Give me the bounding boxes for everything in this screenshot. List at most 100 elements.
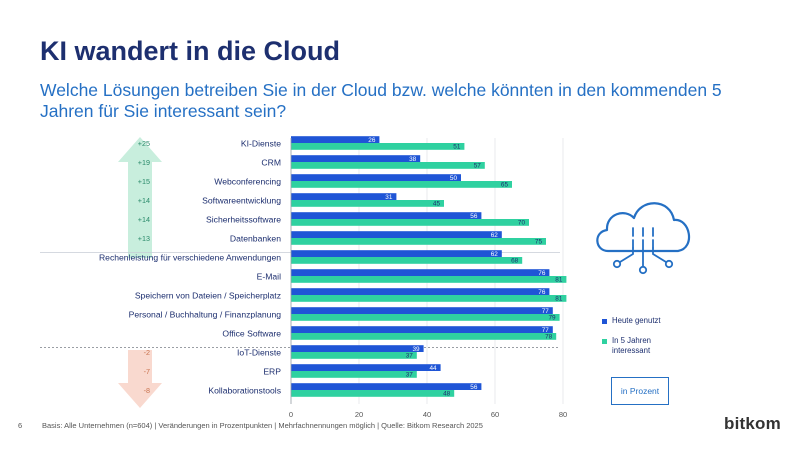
change-label: +13 xyxy=(138,234,150,243)
category-label: Softwareentwicklung xyxy=(202,196,281,206)
bar-future xyxy=(291,390,455,397)
x-tick-label: 60 xyxy=(491,410,499,419)
bar-future-value: 68 xyxy=(511,258,519,265)
category-label: Sicherheitssoftware xyxy=(206,215,281,225)
bar-future xyxy=(291,276,567,283)
bar-future-value: 37 xyxy=(406,353,414,360)
bar-today xyxy=(291,231,502,238)
bar-today-value: 39 xyxy=(412,346,420,353)
legend-label-today: Heute genutzt xyxy=(612,316,661,325)
bar-future-value: 81 xyxy=(555,296,563,303)
category-label: Webconferencing xyxy=(214,177,281,187)
bar-future-value: 78 xyxy=(545,334,553,341)
category-label: Datenbanken xyxy=(230,234,281,244)
change-label: -7 xyxy=(144,367,150,376)
change-label: +15 xyxy=(138,177,150,186)
category-label: Office Software xyxy=(222,329,281,339)
bar-today xyxy=(291,288,550,295)
bar-future xyxy=(291,314,560,321)
category-label: ERP xyxy=(263,367,281,377)
bar-future xyxy=(291,371,417,378)
source-note: Basis: Alle Unternehmen (n=604) | Veränd… xyxy=(42,421,483,430)
bar-future-value: 45 xyxy=(433,201,441,208)
bar-future xyxy=(291,200,444,207)
bar-today xyxy=(291,174,461,181)
bar-today-value: 38 xyxy=(409,156,417,163)
bar-future-value: 37 xyxy=(406,372,414,379)
category-label: Kollaborationstools xyxy=(208,386,281,396)
bar-today xyxy=(291,364,441,371)
change-label: +25 xyxy=(138,139,150,148)
bar-future xyxy=(291,333,557,340)
bar-today-value: 44 xyxy=(429,365,437,372)
category-label: IoT-Dienste xyxy=(237,348,281,358)
bar-future xyxy=(291,257,523,264)
x-tick-label: 20 xyxy=(355,410,363,419)
bar-future-value: 70 xyxy=(518,220,526,227)
bar-today xyxy=(291,326,553,333)
bar-today xyxy=(291,212,482,219)
x-tick-label: 40 xyxy=(423,410,431,419)
bar-future-value: 57 xyxy=(474,163,482,170)
bar-today-value: 31 xyxy=(385,194,393,201)
bar-future-value: 65 xyxy=(501,182,509,189)
bar-future-value: 51 xyxy=(453,144,461,151)
bar-future xyxy=(291,162,485,169)
legend-swatch-future xyxy=(602,339,607,344)
bar-today xyxy=(291,250,502,257)
category-label: Personal / Buchhaltung / Finanzplanung xyxy=(129,310,282,320)
cloud-network-icon xyxy=(596,202,691,275)
bar-today-value: 77 xyxy=(542,327,550,334)
change-label: -8 xyxy=(144,386,150,395)
page-subtitle: Welche Lösungen betreiben Sie in der Clo… xyxy=(40,80,722,121)
category-label: Speichern von Dateien / Speicherplatz xyxy=(135,291,281,301)
bar-today-value: 56 xyxy=(470,384,478,391)
category-label: CRM xyxy=(261,158,281,168)
bar-today xyxy=(291,155,421,162)
bar-today xyxy=(291,193,397,200)
bar-future-value: 75 xyxy=(535,239,543,246)
bar-today-value: 50 xyxy=(450,175,458,182)
bar-future-value: 48 xyxy=(443,391,451,398)
bar-today xyxy=(291,269,550,276)
bar-future xyxy=(291,143,465,150)
bar-today xyxy=(291,345,424,352)
change-label: +19 xyxy=(138,158,150,167)
page-title: KI wandert in die Cloud xyxy=(40,36,341,66)
down-arrow-shape xyxy=(118,350,162,408)
category-label: KI-Dienste xyxy=(241,139,281,149)
x-tick-label: 0 xyxy=(289,410,293,419)
bar-future-value: 81 xyxy=(555,277,563,284)
x-tick-label: 80 xyxy=(559,410,567,419)
bar-today xyxy=(291,383,482,390)
bar-future xyxy=(291,181,512,188)
legend-item-today: Heute genutzt xyxy=(602,316,661,326)
legend-swatch-today xyxy=(602,319,607,324)
bar-today-value: 76 xyxy=(538,270,546,277)
bar-today xyxy=(291,307,553,314)
bar-future xyxy=(291,219,529,226)
change-label: +14 xyxy=(138,215,150,224)
legend-item-future: In 5 Jahren interessant xyxy=(602,336,672,356)
bar-today-value: 56 xyxy=(470,213,478,220)
bar-today-value: 77 xyxy=(542,308,550,315)
bitkom-logo: bitkom xyxy=(724,414,781,433)
bar-future-value: 79 xyxy=(548,315,556,322)
bar-future xyxy=(291,238,546,245)
bar-today-value: 76 xyxy=(538,289,546,296)
up-arrow-shape xyxy=(118,137,162,258)
bar-today-value: 62 xyxy=(491,251,499,258)
category-label: Rechenleistung für verschiedene Anwendun… xyxy=(99,253,281,263)
page-number: 6 xyxy=(18,421,23,430)
category-label: E-Mail xyxy=(257,272,281,282)
bar-future xyxy=(291,295,567,302)
bar-today-value: 62 xyxy=(491,232,499,239)
bar-today xyxy=(291,136,380,143)
change-label: +14 xyxy=(138,196,150,205)
bar-future xyxy=(291,352,417,359)
bar-today-value: 26 xyxy=(368,137,376,144)
legend-label-future: In 5 Jahren interessant xyxy=(612,336,652,355)
change-label: -2 xyxy=(144,348,150,357)
unit-badge: in Prozent xyxy=(611,377,669,405)
